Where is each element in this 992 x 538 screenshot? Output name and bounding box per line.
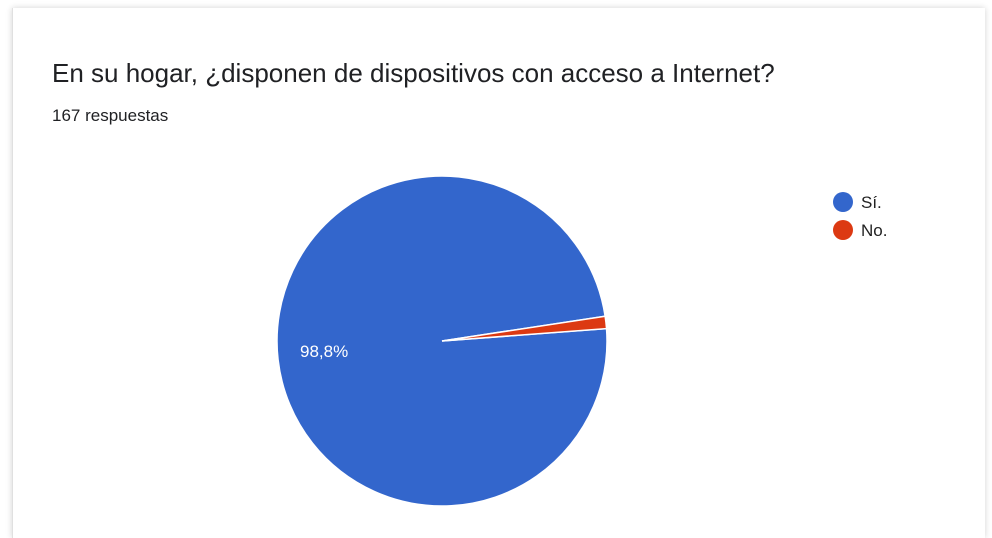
legend-label-no[interactable]: No. xyxy=(861,221,887,240)
legend-swatch-no xyxy=(833,220,853,240)
pie-slice-no[interactable] xyxy=(441,315,608,342)
legend: Sí. No. xyxy=(833,192,887,240)
legend-label-si[interactable]: Sí. xyxy=(861,193,882,212)
legend-swatch-si xyxy=(833,192,853,212)
response-count: 167 respuestas xyxy=(52,106,169,125)
pie-slices xyxy=(276,175,608,507)
slice-label: 98,8% xyxy=(300,342,348,361)
question-title: En su hogar, ¿disponen de dispositivos c… xyxy=(52,58,775,88)
